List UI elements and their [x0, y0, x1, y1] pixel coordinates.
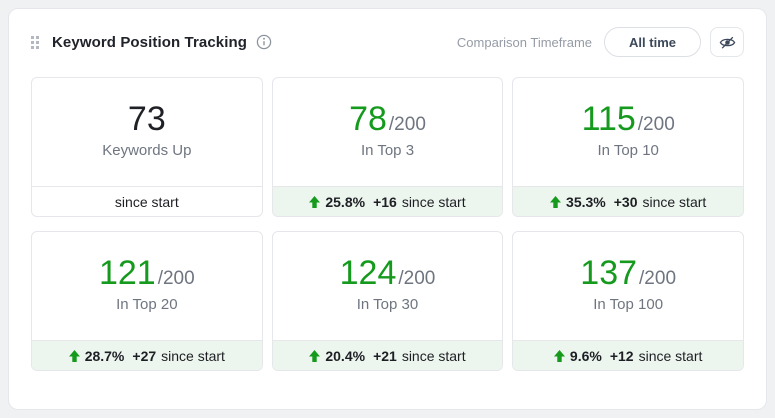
stat-footer: 28.7% +27 since start: [32, 340, 262, 370]
comparison-timeframe-label: Comparison Timeframe: [456, 34, 593, 50]
keyword-position-tracking-widget: Keyword Position Tracking Comparison Tim…: [8, 8, 767, 410]
stat-total: /200: [639, 268, 677, 290]
stat-label: In Top 10: [597, 141, 659, 159]
up-arrow-icon: [309, 349, 321, 362]
stat-footer: 9.6% +12 since start: [513, 340, 743, 370]
stat-label: In Top 20: [116, 295, 178, 313]
stat-footer: 25.8% +16 since start: [272, 186, 503, 216]
footer-percent: 35.3%: [566, 193, 606, 210]
up-arrow-icon: [309, 195, 321, 208]
drag-handle-icon[interactable]: [31, 35, 39, 49]
footer-suffix: since start: [401, 347, 466, 364]
stat-label: Keywords Up: [102, 141, 192, 159]
footer-suffix: since start: [161, 347, 225, 364]
up-arrow-icon: [550, 195, 562, 208]
stat-footer: 35.3% +30 since start: [513, 186, 743, 216]
footer-percent: 9.6%: [569, 347, 602, 364]
up-arrow-icon: [553, 349, 565, 362]
footer-percent: 28.7%: [84, 347, 125, 364]
stat-value: 78: [349, 100, 387, 139]
stat-card-top-30[interactable]: 124 /200 In Top 30 20.4% +21 since start: [271, 231, 504, 371]
footer-suffix: since start: [638, 347, 703, 364]
stat-card-top-100[interactable]: 137 /200 In Top 100 9.6% +12 since start: [512, 231, 744, 371]
footer-delta: +12: [609, 347, 634, 364]
stat-card-keywords-up[interactable]: 73 Keywords Up since start: [31, 77, 263, 217]
stat-card-top-20[interactable]: 121 /200 In Top 20 28.7% +27 since start: [31, 231, 263, 371]
widget-header: Keyword Position Tracking Comparison Tim…: [31, 27, 744, 57]
footer-suffix: since start: [114, 193, 179, 210]
stat-value: 137: [580, 254, 638, 293]
stat-label: In Top 3: [360, 141, 415, 159]
header-controls: Comparison Timeframe All time: [457, 27, 744, 57]
stat-total: /200: [388, 114, 426, 136]
info-icon[interactable]: [256, 34, 272, 50]
stat-cards-grid: 73 Keywords Up since start 78 /200 In To…: [31, 77, 744, 371]
stat-footer: 20.4% +21 since start: [272, 340, 503, 370]
up-arrow-icon: [68, 349, 80, 362]
stat-value: 115: [581, 100, 636, 139]
widget-title: Keyword Position Tracking: [52, 33, 248, 51]
timeframe-selector-button[interactable]: All time: [604, 27, 701, 57]
stat-card-top-10[interactable]: 115 /200 In Top 10 35.3% +30 since start: [512, 77, 744, 217]
footer-percent: 25.8%: [325, 193, 366, 210]
eye-off-icon[interactable]: [710, 27, 744, 57]
stat-value: 121: [98, 254, 156, 293]
stat-total: /200: [157, 268, 195, 290]
footer-suffix: since start: [642, 193, 707, 210]
stat-value: 124: [339, 254, 397, 293]
stat-card-top-3[interactable]: 78 /200 In Top 3 25.8% +16 since start: [271, 77, 504, 217]
footer-delta: +16: [373, 193, 397, 210]
stat-label: In Top 100: [593, 295, 664, 313]
footer-percent: 20.4%: [325, 347, 366, 364]
stat-total: /200: [637, 114, 675, 136]
stat-value: 73: [127, 100, 166, 139]
footer-suffix: since start: [401, 193, 466, 210]
stat-total: /200: [398, 268, 436, 290]
footer-delta: +27: [132, 347, 157, 364]
stat-footer: since start: [32, 186, 262, 216]
stat-label: In Top 30: [356, 295, 419, 313]
footer-delta: +30: [613, 193, 638, 210]
footer-delta: +21: [373, 347, 397, 364]
